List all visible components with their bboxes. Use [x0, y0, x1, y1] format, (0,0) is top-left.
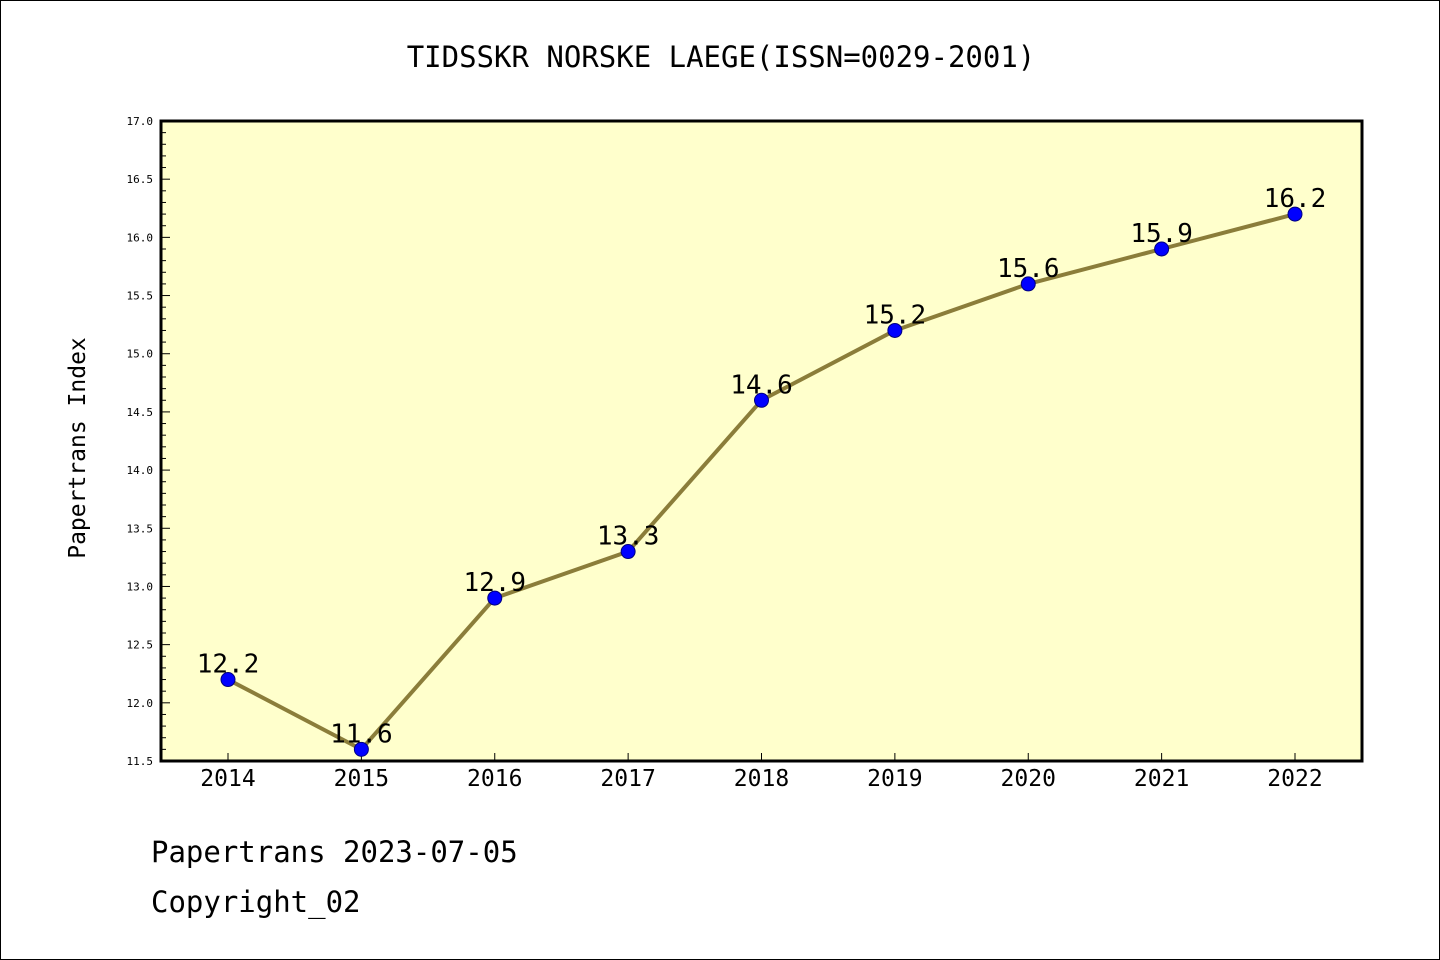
data-point [620, 544, 636, 560]
data-label: 12.2 [197, 650, 260, 680]
x-tick-label: 2022 [1267, 766, 1322, 792]
footer-date-text: Papertrans 2023-07-05 [151, 835, 518, 869]
y-tick-label: 11.5 [127, 755, 154, 768]
y-tick-label: 13.5 [127, 522, 154, 535]
x-tick-label: 2020 [1001, 766, 1056, 792]
y-tick-label: 17.0 [127, 115, 154, 128]
data-label: 15.9 [1130, 219, 1193, 249]
data-point [220, 672, 236, 688]
data-point [1287, 206, 1303, 222]
data-label: 11.6 [330, 719, 393, 749]
data-label: 15.2 [864, 300, 927, 330]
y-tick-label: 13.0 [127, 580, 154, 593]
data-point [353, 741, 369, 757]
data-label: 15.6 [997, 254, 1060, 284]
data-labels: 12.2 11.6 12.9 13.3 14.6 15.2 15.6 15.9 16.2 [197, 184, 1327, 749]
data-point [1020, 276, 1036, 292]
x-tick-label: 2018 [734, 766, 789, 792]
x-axis-ticks: 2014 2015 2016 2017 2018 2019 2020 2021 2022 [200, 753, 1323, 792]
data-point-markers [220, 206, 1303, 757]
y-tick-label: 12.0 [127, 697, 154, 710]
data-label: 16.2 [1264, 184, 1327, 214]
x-tick-label: 2021 [1134, 766, 1189, 792]
footer-copyright-text: Copyright_02 [151, 885, 361, 919]
y-axis-ticks: 11.5 12.0 12.5 13.0 13.5 14.0 14.5 15.0 15.5 16.0… [127, 115, 170, 768]
data-label: 14.6 [730, 370, 793, 400]
x-tick-label: 2016 [467, 766, 522, 792]
x-tick-label: 2019 [867, 766, 922, 792]
x-tick-label: 2014 [200, 766, 255, 792]
y-tick-label: 12.5 [127, 639, 154, 652]
data-point [887, 322, 903, 338]
y-tick-label: 15.0 [127, 348, 154, 361]
y-tick-label: 16.0 [127, 231, 154, 244]
x-tick-label: 2015 [334, 766, 389, 792]
y-tick-label: 15.5 [127, 290, 154, 303]
y-tick-label: 16.5 [127, 173, 154, 186]
data-point [487, 590, 503, 606]
chart-title: TIDSSKR NORSKE LAEGE(ISSN=0029-2001) [407, 40, 1036, 74]
data-point [1154, 241, 1170, 257]
data-point [754, 392, 769, 408]
data-label: 13.3 [597, 522, 660, 552]
plot-area [159, 119, 1364, 763]
y-tick-label: 14.0 [127, 464, 154, 477]
y-axis-label: Papertrans Index [65, 337, 91, 559]
y-tick-label: 14.5 [127, 406, 154, 419]
data-label: 12.9 [463, 568, 526, 598]
x-tick-label: 2017 [600, 766, 655, 792]
